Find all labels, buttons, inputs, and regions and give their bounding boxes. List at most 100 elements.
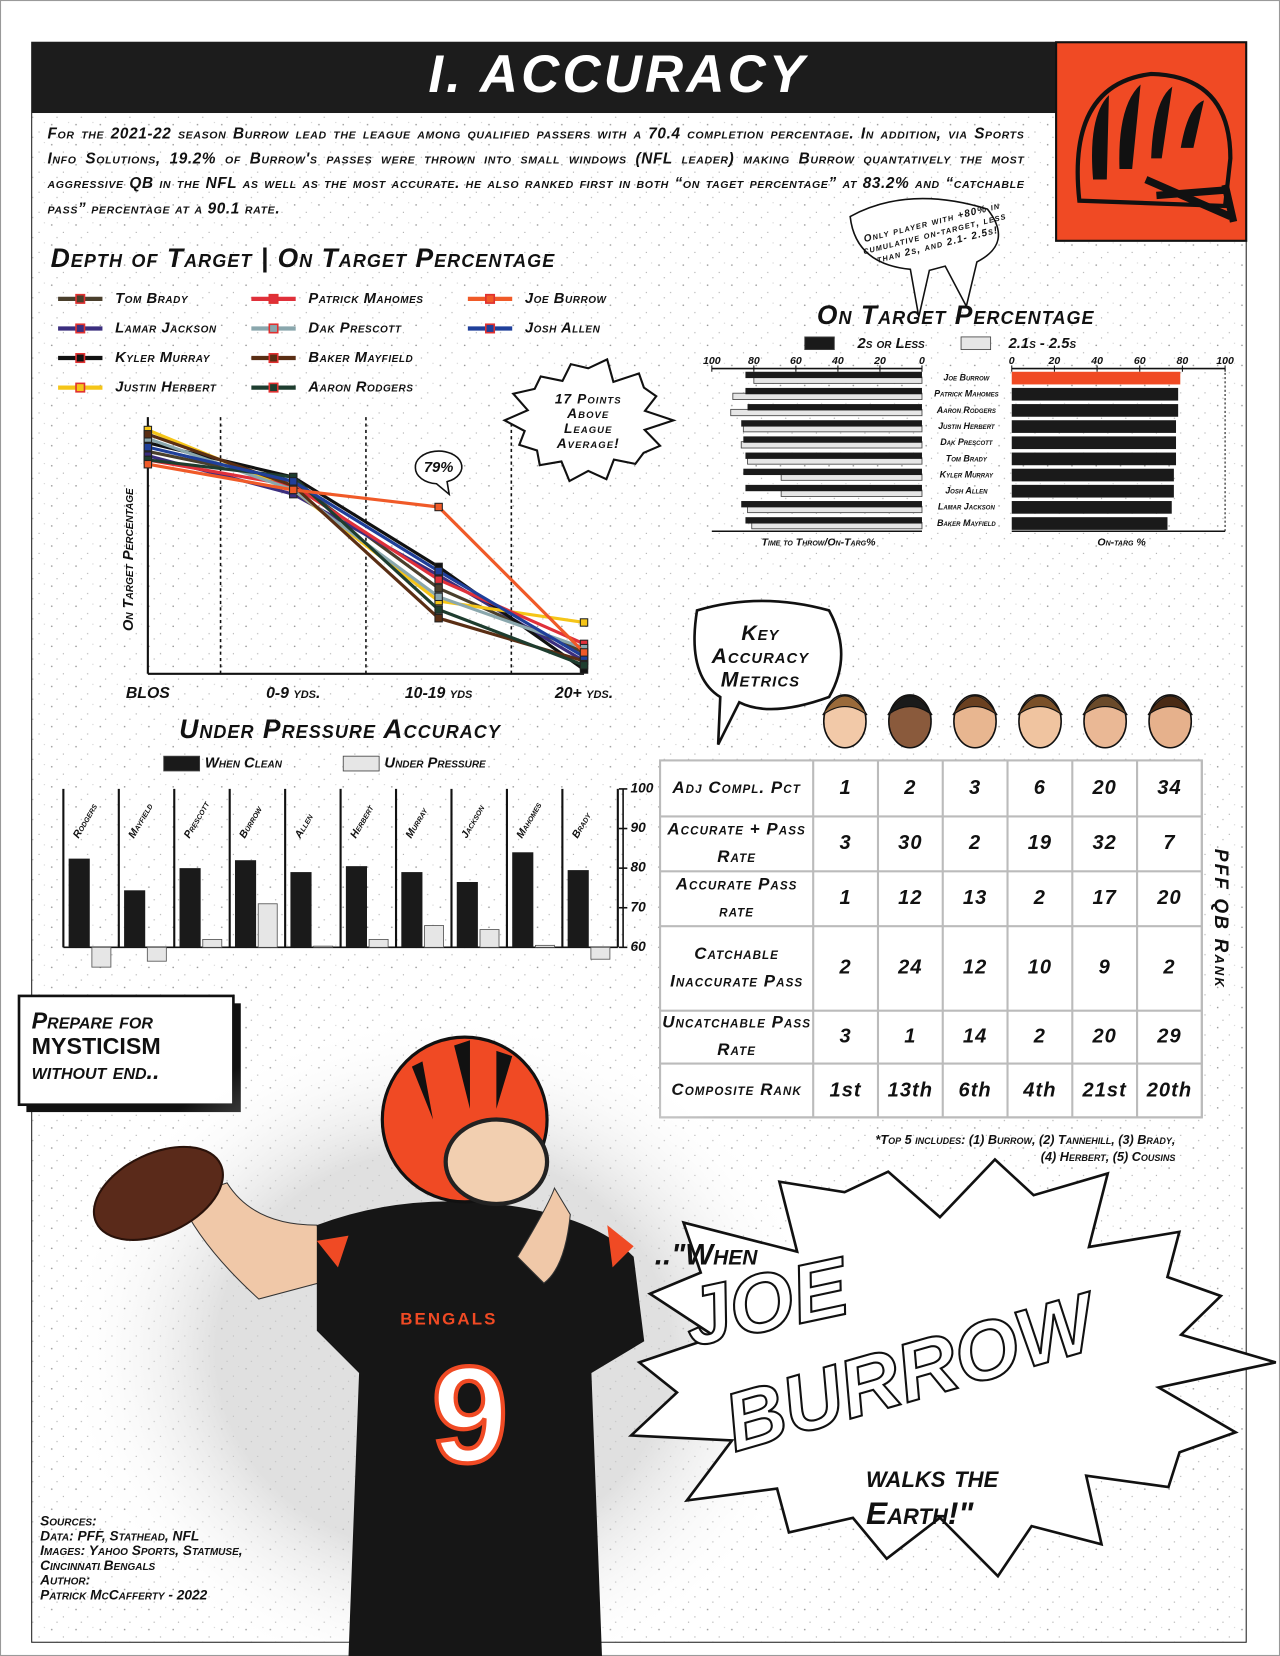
bar: [743, 436, 922, 443]
source-line: Sources:: [40, 1513, 97, 1528]
legend-swatch: [804, 336, 835, 351]
series-line: [147, 445, 585, 659]
table-cell-box: 2: [969, 832, 980, 854]
legend-label: Tom Brady: [115, 291, 189, 307]
bar: [1011, 371, 1181, 385]
bar: [512, 852, 534, 948]
x-tick-label: 0-9 yds.: [266, 685, 320, 702]
point-marker: [143, 459, 153, 469]
point-marker: [579, 648, 589, 657]
x-axis-label: Time to Throw/On-Targ%: [761, 537, 876, 549]
table-cell-box: 19: [1027, 832, 1053, 855]
hair: [1017, 695, 1063, 716]
table-cell: 20: [1092, 776, 1117, 799]
row-header: Adj Compl. Pct: [672, 778, 801, 797]
bar-title: Under Pressure Accuracy: [179, 714, 502, 744]
bar: [1011, 420, 1177, 433]
source-line: Author:: [39, 1573, 90, 1588]
bar: [456, 881, 478, 948]
legend-label: 2s or Less: [857, 336, 925, 352]
legend-marker: [75, 382, 86, 393]
x-tick-label: 0: [1009, 355, 1015, 367]
legend-marker: [75, 323, 86, 334]
row-header-box: Accurate + Pass Rate: [667, 821, 804, 866]
legend-label: Joe Burrow: [525, 291, 608, 307]
category-label: Tom Brady: [946, 453, 988, 463]
legend-label: Under Pressure: [384, 755, 486, 771]
callout-text: without end..: [32, 1058, 160, 1084]
bar: [313, 945, 334, 948]
bar: [1011, 436, 1177, 450]
table-cell-box: 20: [1157, 887, 1180, 909]
legend-swatch: [960, 336, 992, 351]
legend-label: Justin Herbert: [115, 380, 217, 396]
table-cell: 13: [962, 887, 988, 910]
label-bubble: [414, 450, 463, 497]
x-tick-label: 40: [831, 355, 844, 367]
hair: [1147, 695, 1193, 716]
row-header-box: Adj Compl. Pct: [672, 778, 801, 797]
bar: [1011, 517, 1168, 530]
quote-burst: [627, 1157, 1277, 1579]
quote-text: Earth!": [866, 1495, 974, 1531]
table-cell: 6th: [958, 1078, 992, 1102]
table-cell: 2: [904, 776, 917, 799]
bar: [1011, 404, 1179, 417]
legend-label: Dak Prescott: [308, 320, 402, 336]
row-header-box: Accurate Pass rate: [675, 875, 798, 921]
x-axis-label: On-targ %: [1097, 537, 1146, 549]
bar: [1011, 501, 1172, 514]
annotation: 17 Points Above League Average!: [554, 390, 622, 451]
callout-text: MYSTICISM: [32, 1033, 161, 1059]
legend-marker: [485, 293, 496, 304]
table-cell-box: 3: [839, 832, 850, 854]
table-cell-box: 20: [1092, 1025, 1115, 1047]
row-header-box: Catchable Inaccurate Pass: [670, 945, 802, 990]
football: [92, 1145, 224, 1241]
table-cell: 2: [839, 956, 852, 980]
bar: [745, 387, 922, 395]
table-cell-box: 6th: [958, 1078, 992, 1102]
table-cell: 7: [1163, 832, 1176, 855]
player-jersey: [316, 1201, 645, 1656]
y-tick-label: 100: [630, 781, 653, 796]
table-cell: 4th: [1023, 1078, 1057, 1102]
point-marker: [434, 575, 443, 584]
y-tick-label: 90: [630, 820, 646, 835]
source-line: Data: PFF, Stathead, NFL: [40, 1528, 199, 1543]
line-chart-title: Depth of Target | On Target Percentage: [51, 243, 556, 273]
point-marker: [289, 477, 298, 486]
table-cell-box: 1: [904, 1025, 915, 1047]
bar: [745, 517, 922, 524]
bar: [741, 420, 922, 427]
x-tick-label: 0: [919, 355, 925, 367]
quote-text: walks the: [866, 1458, 1000, 1494]
category-label: Aaron Rodgers: [936, 405, 996, 415]
bar: [290, 872, 312, 948]
table-cell: 34: [1157, 776, 1182, 799]
point-marker: [143, 430, 153, 439]
table-cell: 19: [1027, 832, 1053, 855]
source-line: Patrick McCafferty - 2022: [40, 1587, 208, 1602]
x-tick-label: 10-19 yds: [405, 685, 473, 702]
y-tick-label: 70: [630, 899, 646, 914]
table-cell: 10: [1027, 956, 1053, 980]
x-tick-label: 20+ yds.: [554, 685, 613, 702]
bar: [479, 929, 500, 948]
table-cell: 32: [1092, 832, 1117, 855]
row-header: Accurate Pass rate: [675, 875, 798, 921]
point-marker: [434, 502, 443, 512]
legend-label: When Clean: [205, 755, 283, 771]
bar: [590, 946, 611, 960]
table-frame: [659, 759, 1203, 1119]
table-cell: 12: [962, 956, 988, 980]
hair: [887, 695, 933, 716]
source-line: Cincinnati Bengals: [40, 1558, 155, 1573]
annotation: Key Accuracy Metrics: [711, 622, 810, 692]
legend-label: Aaron Rodgers: [307, 380, 413, 396]
table-cell: 12: [898, 887, 923, 910]
bar: [257, 903, 278, 948]
x-tick-label: 80: [1177, 355, 1189, 367]
